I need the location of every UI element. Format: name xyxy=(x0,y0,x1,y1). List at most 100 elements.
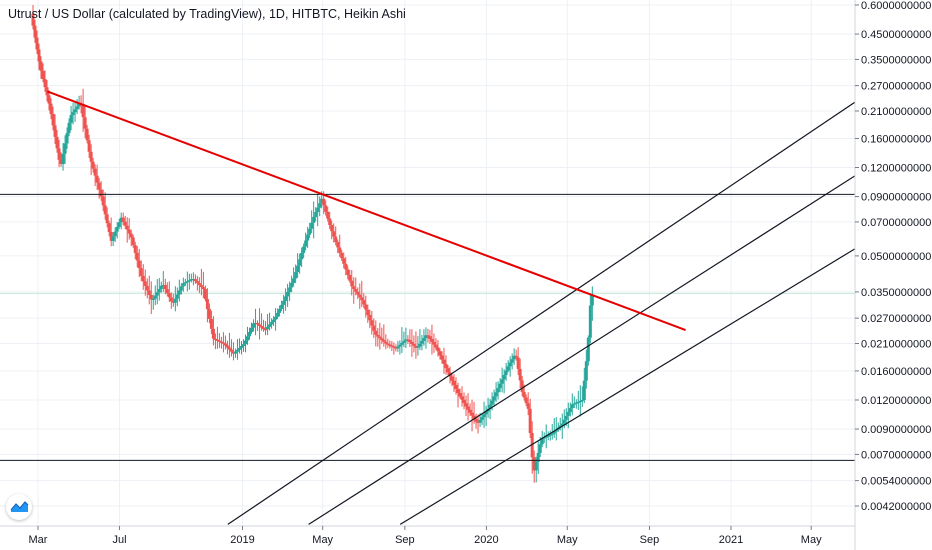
candle-body xyxy=(213,338,217,340)
candle-body xyxy=(572,403,576,405)
resistance-trend-line xyxy=(47,90,686,331)
candle-body xyxy=(436,347,440,352)
price-axis-label: 0.0042000000 xyxy=(861,501,931,513)
candle-body xyxy=(386,343,390,345)
candle-body xyxy=(396,346,400,349)
time-axis-label: Sep xyxy=(395,534,415,546)
price-axis-label: 0.0700000000 xyxy=(861,217,931,229)
candle-body xyxy=(318,203,322,208)
candle-body xyxy=(107,223,111,233)
candle-body xyxy=(488,404,492,409)
tradingview-logo-icon[interactable] xyxy=(6,494,32,520)
candle-body xyxy=(434,344,438,348)
candle-body xyxy=(542,437,546,439)
candle-body xyxy=(139,268,143,276)
price-axis-label: 0.1200000000 xyxy=(861,163,931,175)
candle-body xyxy=(330,225,334,232)
candle-body xyxy=(354,289,358,292)
candle-body xyxy=(420,340,424,344)
candle-body xyxy=(356,291,360,295)
price-axis-label: 0.0900000000 xyxy=(861,192,931,204)
candle-body xyxy=(81,105,85,118)
candle-body xyxy=(61,153,65,165)
candle-body xyxy=(209,318,213,329)
candle-body xyxy=(562,419,566,424)
candle-body xyxy=(326,211,330,219)
candle-body xyxy=(93,168,97,176)
candle-body xyxy=(538,444,542,454)
candle-body xyxy=(260,325,264,328)
candle-body xyxy=(578,400,582,403)
candle-body xyxy=(424,335,428,339)
time-axis-label: Jul xyxy=(112,534,126,546)
candle-body xyxy=(474,418,478,422)
time-axis-label: Sep xyxy=(640,534,660,546)
candle-body xyxy=(452,380,456,385)
candle-body xyxy=(422,338,426,341)
candle-body xyxy=(67,122,71,134)
candle-body xyxy=(298,259,302,266)
candles xyxy=(31,5,594,483)
candle-body xyxy=(328,218,332,226)
candle-body xyxy=(468,409,472,413)
candle-body xyxy=(294,272,298,279)
candle-body xyxy=(412,343,416,346)
candle-body xyxy=(310,222,314,229)
candle-body xyxy=(300,252,304,260)
candle-body xyxy=(187,280,191,282)
candle-body xyxy=(532,457,536,471)
candle-body xyxy=(103,205,107,215)
candle-body xyxy=(115,226,119,232)
candle-body xyxy=(380,338,384,341)
candle-body xyxy=(239,346,243,348)
candle-body xyxy=(308,228,312,235)
candle-body xyxy=(566,412,570,416)
candle-body xyxy=(534,461,538,471)
candle-body xyxy=(31,13,35,26)
candle-body xyxy=(57,148,61,160)
candle-body xyxy=(478,419,482,423)
candle-body xyxy=(241,344,245,347)
time-axis-label: 2019 xyxy=(230,534,254,546)
candle-body xyxy=(221,342,225,344)
candle-body xyxy=(550,433,554,435)
candle-body xyxy=(77,103,81,107)
price-axis-label: 0.4500000000 xyxy=(861,29,931,41)
candle-body xyxy=(358,294,362,298)
price-axis-label: 0.6000000000 xyxy=(861,0,931,12)
candle-body xyxy=(223,343,227,346)
price-axis-label: 0.2100000000 xyxy=(861,106,931,118)
candle-body xyxy=(191,279,195,281)
candle-body xyxy=(574,402,578,404)
candle-body xyxy=(454,384,458,390)
candle-body xyxy=(131,237,135,246)
candle-body xyxy=(125,225,129,230)
candle-body xyxy=(63,143,67,154)
candle-body xyxy=(496,388,500,393)
candle-body xyxy=(248,331,252,337)
candle-body xyxy=(270,322,274,325)
candle-body xyxy=(127,229,131,234)
candle-body xyxy=(500,379,504,384)
price-axis-label: 0.0054000000 xyxy=(861,476,931,488)
candle-body xyxy=(464,403,468,407)
price-axis-label: 0.0070000000 xyxy=(861,449,931,461)
candle-body xyxy=(458,393,462,397)
candle-body xyxy=(129,233,133,238)
candle-body xyxy=(161,284,165,287)
candle-body xyxy=(71,112,75,115)
candle-body xyxy=(47,95,51,104)
candle-body xyxy=(524,397,528,404)
candle-body xyxy=(334,236,338,243)
candle-body xyxy=(400,343,404,345)
candle-body xyxy=(554,429,558,432)
candle-body xyxy=(432,341,436,345)
candle-body xyxy=(552,431,556,434)
candle-body xyxy=(207,308,211,319)
candle-body xyxy=(55,136,59,149)
candle-body xyxy=(117,222,121,227)
candle-body xyxy=(376,334,380,337)
candle-body xyxy=(181,283,185,287)
